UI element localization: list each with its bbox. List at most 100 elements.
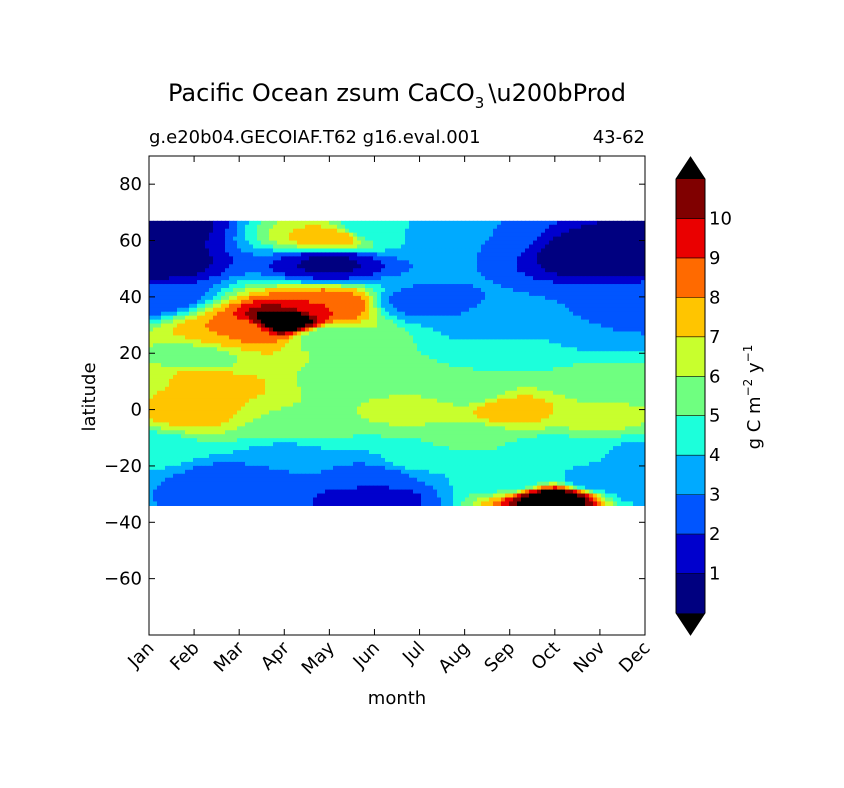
- contour-cell: [501, 284, 506, 289]
- contour-cell: [521, 367, 526, 372]
- contour-cell: [233, 252, 238, 257]
- contour-cell: [261, 284, 266, 289]
- contour-cell: [557, 240, 562, 246]
- contour-cell: [489, 319, 494, 325]
- contour-cell: [405, 327, 410, 333]
- contour-cell: [269, 374, 274, 380]
- contour-cell: [525, 331, 530, 337]
- contour-cell: [549, 367, 554, 372]
- contour-cell: [633, 291, 638, 297]
- contour-cell: [433, 359, 438, 364]
- contour-cell: [325, 232, 330, 238]
- contour-cell: [589, 335, 594, 340]
- contour-cell: [537, 351, 542, 356]
- contour-cell: [361, 335, 366, 340]
- contour-cell: [265, 355, 270, 360]
- contour-cell: [573, 374, 578, 380]
- contour-cell: [405, 347, 410, 352]
- contour-cell: [349, 228, 354, 234]
- contour-cell: [381, 272, 386, 277]
- contour-cell: [565, 307, 570, 313]
- contour-cell: [633, 232, 638, 238]
- contour-cell: [549, 260, 554, 265]
- contour-cell: [233, 307, 238, 313]
- contour-cell: [613, 256, 618, 261]
- contour-cell: [173, 228, 178, 234]
- contour-cell: [153, 295, 158, 301]
- contour-cell: [189, 355, 194, 360]
- contour-cell: [209, 363, 214, 368]
- contour-cell: [165, 339, 170, 344]
- contour-cell: [197, 280, 202, 285]
- contour-cell: [513, 335, 518, 340]
- contour-cell: [233, 295, 238, 301]
- contour-cell: [625, 268, 630, 273]
- contour-cell: [501, 260, 506, 265]
- contour-cell: [201, 367, 206, 372]
- contour-cell: [493, 359, 498, 364]
- contour-cell: [289, 335, 294, 340]
- contour-cell: [453, 335, 458, 340]
- contour-cell: [485, 280, 490, 285]
- contour-cell: [549, 323, 554, 329]
- contour-cell: [613, 260, 618, 265]
- contour-cell: [597, 319, 602, 325]
- contour-cell: [461, 287, 466, 293]
- contour-cell: [257, 315, 262, 321]
- contour-cell: [453, 303, 458, 309]
- contour-cell: [337, 224, 342, 230]
- contour-cell: [533, 224, 538, 230]
- contour-cell: [493, 268, 498, 273]
- contour-cell: [497, 331, 502, 337]
- contour-cell: [265, 319, 270, 325]
- contour-cell: [221, 276, 226, 281]
- contour-cell: [405, 367, 410, 372]
- contour-cell: [261, 256, 266, 261]
- contour-cell: [273, 343, 278, 348]
- contour-cell: [601, 272, 606, 277]
- contour-cell: [169, 307, 174, 313]
- contour-cell: [405, 228, 410, 234]
- contour-cell: [413, 244, 418, 250]
- contour-cell: [241, 323, 246, 329]
- contour-cell: [329, 323, 334, 329]
- contour-cell: [341, 252, 346, 257]
- contour-cell: [389, 327, 394, 333]
- contour-cell: [461, 299, 466, 305]
- contour-cell: [221, 291, 226, 297]
- contour-cell: [345, 299, 350, 305]
- contour-cell: [541, 343, 546, 348]
- contour-cell: [237, 319, 242, 325]
- contour-cell: [357, 272, 362, 277]
- contour-cell: [337, 355, 342, 360]
- contour-cell: [273, 224, 278, 230]
- contour-cell: [321, 220, 326, 226]
- contour-cell: [249, 378, 254, 384]
- contour-cell: [333, 256, 338, 261]
- contour-cell: [285, 339, 290, 344]
- contour-cell: [297, 268, 302, 273]
- contour-cell: [149, 256, 154, 261]
- contour-cell: [161, 224, 166, 230]
- contour-cell: [377, 272, 382, 277]
- contour-cell: [305, 335, 310, 340]
- contour-cell: [625, 232, 630, 238]
- contour-cell: [361, 220, 366, 226]
- contour-cell: [277, 323, 282, 329]
- contour-cell: [573, 371, 578, 376]
- contour-cell: [209, 367, 214, 372]
- contour-cell: [565, 371, 570, 376]
- contour-cell: [237, 228, 242, 234]
- contour-cell: [601, 351, 606, 356]
- contour-cell: [537, 363, 542, 368]
- contour-cell: [325, 244, 330, 250]
- contour-cell: [185, 232, 190, 238]
- contour-cell: [301, 228, 306, 234]
- contour-cell: [613, 347, 618, 352]
- contour-cell: [173, 371, 178, 376]
- contour-cell: [445, 291, 450, 297]
- contour-cell: [573, 244, 578, 250]
- contour-cell: [273, 272, 278, 277]
- contour-cell: [393, 367, 398, 372]
- contour-cell: [625, 252, 630, 257]
